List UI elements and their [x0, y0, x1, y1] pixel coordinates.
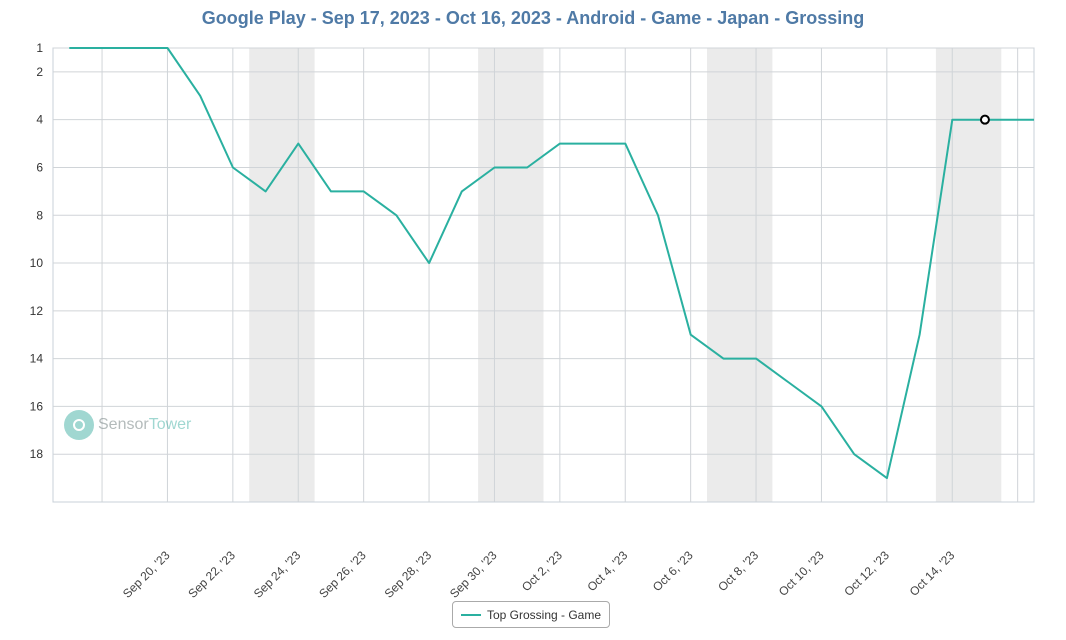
- x-tick-label: Oct 8, '23: [715, 548, 761, 594]
- y-tick-label: 8: [36, 208, 43, 222]
- y-tick-label: 10: [30, 256, 44, 270]
- chart-title: Google Play - Sep 17, 2023 - Oct 16, 202…: [201, 8, 865, 28]
- x-axis-ticks: Sep 20, '23 Sep 22, '23 Sep 24, '23 Sep 26,…: [120, 548, 958, 601]
- x-tick-label: Sep 30, '23: [447, 548, 500, 601]
- x-tick-label: Oct 4, '23: [584, 548, 630, 594]
- x-tick-label: Oct 14, '23: [907, 548, 958, 599]
- y-tick-label: 16: [30, 399, 44, 413]
- x-tick-label: Oct 10, '23: [776, 548, 827, 599]
- x-tick-label: Oct 6, '23: [650, 548, 696, 594]
- y-tick-label: 6: [36, 160, 43, 174]
- x-tick-label: Sep 24, '23: [251, 548, 304, 601]
- weekend-shade: [249, 48, 315, 502]
- series-line: [69, 47, 1034, 480]
- grid-lines: [52, 47, 1035, 503]
- weekend-shading: [249, 48, 1002, 502]
- watermark-text-2: Tower: [148, 416, 192, 433]
- x-tick-label: Oct 12, '23: [841, 548, 892, 599]
- weekend-shade: [707, 48, 773, 502]
- y-tick-label: 2: [36, 65, 43, 79]
- x-tick-label: Sep 20, '23: [120, 548, 173, 601]
- x-tick-label: Sep 28, '23: [382, 548, 435, 601]
- y-tick-label: 4: [36, 113, 43, 127]
- x-tick-label: Oct 2, '23: [519, 548, 565, 594]
- y-tick-label: 1: [36, 41, 43, 55]
- legend[interactable]: Top Grossing - Game: [452, 601, 610, 628]
- sensortower-logo-icon: [64, 410, 94, 440]
- weekend-shade: [478, 48, 544, 502]
- series-layer: [69, 47, 1034, 480]
- legend-label: Top Grossing - Game: [486, 607, 602, 622]
- y-tick-label: 14: [30, 352, 44, 366]
- x-tick-label: Sep 22, '23: [185, 548, 238, 601]
- sensortower-watermark: SensorTower: [64, 410, 191, 440]
- y-tick-label: 18: [30, 447, 44, 461]
- legend-swatch: [460, 613, 481, 616]
- watermark-text-1: Sensor: [98, 416, 149, 433]
- x-tick-label: Sep 26, '23: [316, 548, 369, 601]
- highlighted-point: [979, 114, 990, 125]
- y-tick-label: 12: [30, 304, 44, 318]
- weekend-shade: [935, 48, 1002, 502]
